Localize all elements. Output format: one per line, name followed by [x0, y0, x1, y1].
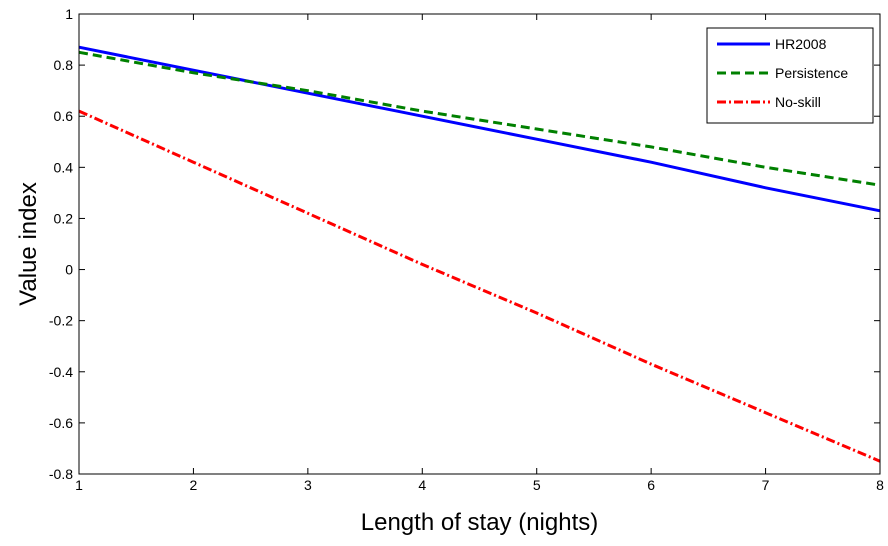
series-line-persistence — [78, 50, 881, 187]
y-tick-label: 0.8 — [54, 57, 74, 73]
x-tick-label: 2 — [190, 477, 198, 493]
x-tick-label: 7 — [762, 477, 770, 493]
x-axis-label: Length of stay (nights) — [361, 509, 598, 536]
series-line-hr2008 — [78, 45, 881, 213]
x-tick-label: 5 — [533, 477, 541, 493]
x-tick-label: 8 — [876, 477, 884, 493]
axes-box — [78, 13, 881, 475]
y-tick-label: 0.6 — [54, 108, 74, 124]
y-tick-label: -0.2 — [49, 313, 73, 329]
x-tick-label: 6 — [647, 477, 655, 493]
y-tick-label: 1 — [65, 6, 73, 22]
x-tick-label: 1 — [75, 477, 83, 493]
y-tick-label: -0.4 — [49, 364, 73, 380]
legend-label: HR2008 — [775, 36, 827, 52]
y-tick-label: -0.6 — [49, 415, 73, 431]
x-tick-label: 4 — [418, 477, 426, 493]
y-tick-label: 0 — [65, 262, 73, 278]
y-axis-label: Value index — [15, 182, 42, 306]
y-tick-label: -0.8 — [49, 466, 73, 482]
legend-label: No-skill — [775, 94, 821, 110]
y-tick-label: 0.4 — [54, 159, 74, 175]
plot-area: 1 2 3 4 5 6 7 8 -0.8 -0.6 -0.4 -0.2 0 0.2 0.4 0.6 0.8 1 HR… — [49, 6, 884, 493]
x-tick-label: 3 — [304, 477, 312, 493]
y-tick-label: 0.2 — [54, 210, 74, 226]
legend-label: Persistence — [775, 65, 848, 81]
series-line-no-skill — [78, 109, 881, 463]
